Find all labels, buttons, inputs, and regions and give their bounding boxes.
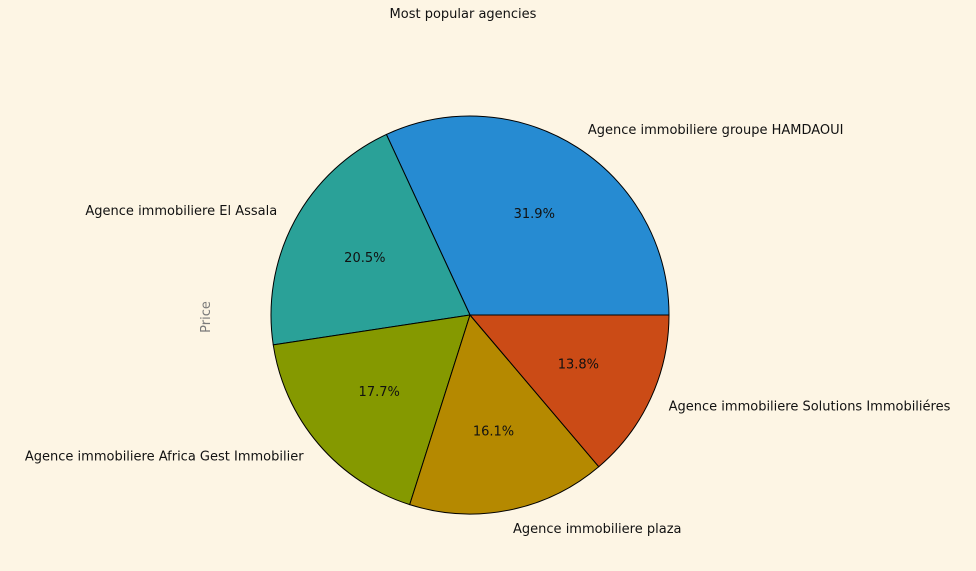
slices-layer <box>270 115 670 515</box>
slice-category-label: Agence immobiliere Africa Gest Immobilie… <box>25 450 304 465</box>
pie-slice <box>270 133 471 346</box>
slice-percent-label: 13.8% <box>558 358 599 373</box>
slice-percent-label: 20.5% <box>344 251 385 266</box>
slice-category-label: Agence immobiliere Solutions Immobiliére… <box>669 399 951 414</box>
pie-slice <box>272 314 471 506</box>
slice-labels-layer: Agence immobiliere groupe HAMDAOUI Agence… <box>25 123 951 537</box>
slice-category-label: Agence immobiliere plaza <box>513 522 681 537</box>
y-axis-label: Price <box>199 301 214 333</box>
slice-percent-label: 17.7% <box>359 385 400 400</box>
chart-title: Most popular agencies <box>390 7 537 22</box>
slice-category-label: Agence immobiliere El Assala <box>85 204 277 219</box>
pie-slice <box>409 314 600 515</box>
slice-percent-label: 16.1% <box>473 425 514 440</box>
slice-category-label: Agence immobiliere groupe HAMDAOUI <box>588 123 844 138</box>
pie-slice <box>469 314 670 468</box>
percent-labels-layer: 31.9% 20.5% 17.7% 16.1% 13.8% <box>344 207 599 440</box>
slice-percent-label: 31.9% <box>514 207 555 222</box>
pie-slice <box>385 115 670 316</box>
